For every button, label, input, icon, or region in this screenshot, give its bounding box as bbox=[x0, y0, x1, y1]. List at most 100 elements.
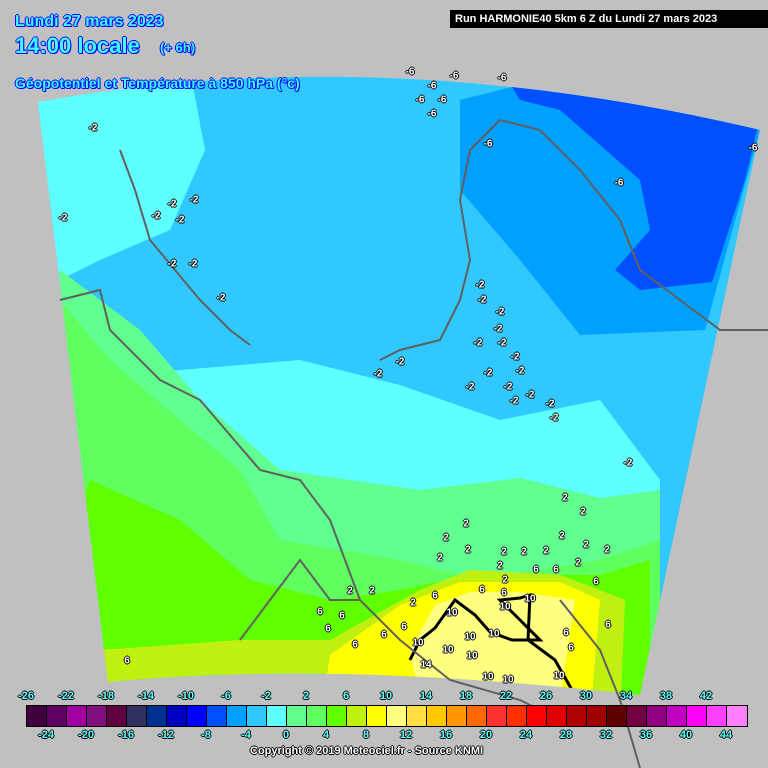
isotherm-label: 14 bbox=[420, 659, 432, 671]
isotherm-label: 2 bbox=[443, 532, 449, 544]
isotherm-label: -2 bbox=[525, 389, 535, 401]
isotherm-label: -2 bbox=[495, 306, 505, 318]
color-scale-tick-top: -18 bbox=[98, 690, 114, 702]
color-scale-cell bbox=[527, 706, 547, 726]
forecast-time: 14:00 locale bbox=[15, 33, 140, 58]
color-scale-cell bbox=[327, 706, 347, 726]
color-scale-cell bbox=[227, 706, 247, 726]
isotherm-label: -6 bbox=[437, 94, 447, 106]
color-scale-cell bbox=[547, 706, 567, 726]
isotherm-label: -6 bbox=[427, 80, 437, 92]
isotherm-label: -2 bbox=[510, 351, 520, 363]
isotherm-label: -2 bbox=[623, 457, 633, 469]
color-scale-tick-top: 26 bbox=[539, 690, 553, 702]
isotherm-label: -6 bbox=[748, 142, 758, 154]
isotherm-label: -6 bbox=[614, 177, 624, 189]
color-scale-cell bbox=[287, 706, 307, 726]
color-scale-tick-top: 22 bbox=[499, 690, 513, 702]
isotherm-label: -2 bbox=[549, 412, 559, 424]
isotherm-label: 6 bbox=[501, 587, 507, 599]
isotherm-label: 10 bbox=[466, 650, 478, 662]
isotherm-label: -6 bbox=[497, 72, 507, 84]
color-scale-cell bbox=[387, 706, 407, 726]
isotherm-label: 6 bbox=[563, 627, 569, 639]
color-scale-cell bbox=[567, 706, 587, 726]
color-scale-tick-bottom: 36 bbox=[639, 729, 653, 741]
isotherm-label: 2 bbox=[583, 539, 589, 551]
color-scale-tick-top: -14 bbox=[138, 690, 154, 702]
color-scale-tick-top: -26 bbox=[18, 690, 34, 702]
isotherm-label: 2 bbox=[465, 544, 471, 556]
run-info: Run HARMONIE40 5km 6 Z du Lundi 27 mars … bbox=[450, 10, 768, 28]
color-scale-cell bbox=[447, 706, 467, 726]
color-scale-cell bbox=[647, 706, 667, 726]
color-scale-tick-bottom: 16 bbox=[439, 729, 453, 741]
isotherm-label: 10 bbox=[464, 631, 476, 643]
isotherm-label: 2 bbox=[497, 560, 503, 572]
isotherm-label: -2 bbox=[497, 337, 507, 349]
isotherm-label: 6 bbox=[401, 621, 407, 633]
forecast-date: Lundi 27 mars 2023 bbox=[15, 13, 164, 30]
color-scale-cell bbox=[467, 706, 487, 726]
isotherm-label: 10 bbox=[412, 637, 424, 649]
isotherm-label: -2 bbox=[188, 258, 198, 270]
isotherm-label: -2 bbox=[175, 214, 185, 226]
isotherm-label: 10 bbox=[502, 674, 514, 686]
isotherm-label: 2 bbox=[437, 552, 443, 564]
isotherm-label: 2 bbox=[369, 585, 375, 597]
color-scale-tick-bottom: 40 bbox=[679, 729, 693, 741]
color-scale-tick-top: 42 bbox=[699, 690, 713, 702]
isotherm-label: -6 bbox=[483, 138, 493, 150]
isotherm-label: -2 bbox=[216, 292, 226, 304]
isotherm-label: 10 bbox=[524, 593, 536, 605]
isotherm-label: 6 bbox=[124, 655, 130, 667]
color-scale-cell bbox=[247, 706, 267, 726]
isotherm-label: 6 bbox=[432, 590, 438, 602]
color-scale-cell bbox=[47, 706, 67, 726]
color-scale-tick-bottom: -24 bbox=[38, 729, 54, 741]
isotherm-label: -6 bbox=[405, 66, 415, 78]
isotherm-label: -2 bbox=[509, 395, 519, 407]
isotherm-label: -2 bbox=[58, 212, 68, 224]
isotherm-label: 6 bbox=[317, 606, 323, 618]
color-scale-cell bbox=[727, 706, 747, 726]
color-scale-tick-top: 6 bbox=[342, 690, 350, 702]
isotherm-label: -2 bbox=[395, 356, 405, 368]
isotherm-label: 6 bbox=[533, 564, 539, 576]
color-scale-tick-top: 2 bbox=[302, 690, 310, 702]
isotherm-label: -2 bbox=[189, 194, 199, 206]
isotherm-label: 2 bbox=[580, 506, 586, 518]
isotherm-label: 2 bbox=[604, 544, 610, 556]
color-scale-tick-bottom: 20 bbox=[479, 729, 493, 741]
isotherm-label: -2 bbox=[373, 368, 383, 380]
isotherm-label: 10 bbox=[499, 601, 511, 613]
color-scale-cell bbox=[607, 706, 627, 726]
isotherm-label: -2 bbox=[515, 365, 525, 377]
isotherm-label: -2 bbox=[473, 337, 483, 349]
isotherm-label: 2 bbox=[502, 574, 508, 586]
isotherm-label: 2 bbox=[575, 557, 581, 569]
color-scale-cell bbox=[67, 706, 87, 726]
color-scale-tick-top: 34 bbox=[619, 690, 633, 702]
color-scale-tick-top: -2 bbox=[261, 690, 271, 702]
color-scale-cell bbox=[407, 706, 427, 726]
color-scale-tick-top: -6 bbox=[221, 690, 231, 702]
color-scale-tick-bottom: 32 bbox=[599, 729, 613, 741]
isotherm-label: 2 bbox=[559, 530, 565, 542]
color-scale-cell bbox=[87, 706, 107, 726]
isotherm-label: 2 bbox=[562, 492, 568, 504]
forecast-offset: (+ 6h) bbox=[160, 40, 196, 55]
color-scale-cell bbox=[587, 706, 607, 726]
isotherm-label: -2 bbox=[477, 294, 487, 306]
color-scale-cell bbox=[147, 706, 167, 726]
color-scale-tick-bottom: 4 bbox=[322, 729, 330, 741]
isotherm-label: -2 bbox=[151, 210, 161, 222]
isotherm-label: 6 bbox=[605, 619, 611, 631]
isotherm-label: 2 bbox=[501, 546, 507, 558]
color-scale-tick-bottom: 8 bbox=[362, 729, 370, 741]
color-scale-cell bbox=[107, 706, 127, 726]
color-scale-tick-bottom: 12 bbox=[399, 729, 413, 741]
color-scale-cell bbox=[207, 706, 227, 726]
